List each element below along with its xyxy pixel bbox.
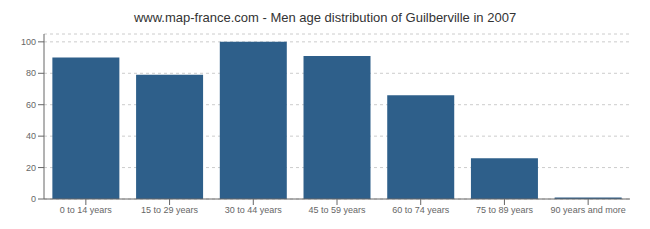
svg-text:90 years and more: 90 years and more: [551, 205, 626, 215]
svg-text:80: 80: [26, 68, 36, 78]
svg-text:0: 0: [31, 194, 36, 204]
svg-text:15 to 29 years: 15 to 29 years: [141, 205, 199, 215]
svg-text:75 to 89 years: 75 to 89 years: [476, 205, 534, 215]
svg-text:0 to 14 years: 0 to 14 years: [60, 205, 113, 215]
svg-text:45 to 59 years: 45 to 59 years: [308, 205, 366, 215]
svg-text:60 to 74 years: 60 to 74 years: [392, 205, 450, 215]
svg-text:30 to 44 years: 30 to 44 years: [225, 205, 283, 215]
svg-text:40: 40: [26, 131, 36, 141]
svg-text:60: 60: [26, 100, 36, 110]
html-text:www.map-france.com - Men age d: www.map-france.com - Men age distributio…: [133, 10, 517, 25]
svg-text:20: 20: [26, 163, 36, 173]
svg-text:100: 100: [21, 37, 36, 47]
